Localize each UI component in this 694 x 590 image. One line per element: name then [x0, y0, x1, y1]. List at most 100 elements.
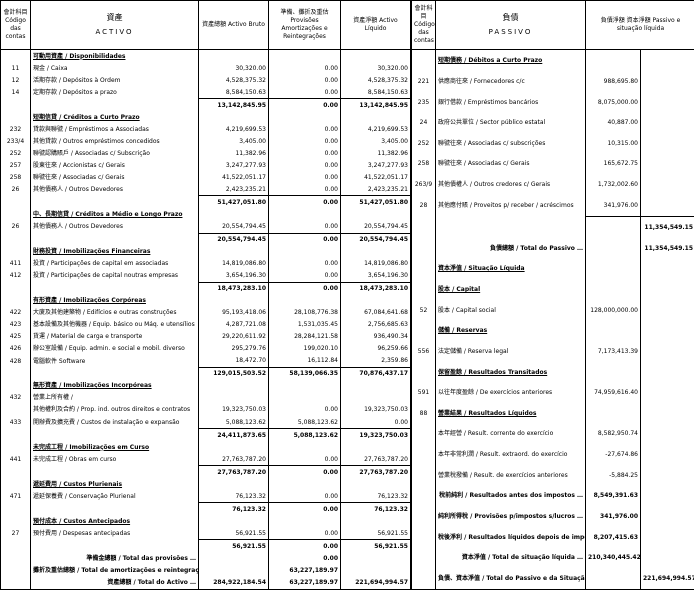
code	[411, 361, 436, 383]
description	[30, 367, 199, 380]
amount	[639, 444, 694, 465]
row: 129,015,503.52 58,139,066.35 70,876,437.17	[0, 366, 411, 380]
amount	[198, 208, 269, 221]
code: 423	[0, 318, 31, 331]
amount: 63,227,189.97	[268, 576, 341, 590]
amount: 128,000,000.00	[585, 299, 641, 321]
amount: 95,193,418.06	[198, 306, 269, 319]
row: 可動用資產 / Disponibilidades	[0, 49, 411, 63]
code	[0, 502, 31, 516]
code	[411, 444, 436, 465]
row: 預付成本 / Custos Antecipados	[0, 515, 411, 528]
amount	[639, 506, 694, 527]
amount	[340, 379, 411, 392]
amount	[340, 441, 411, 454]
code: 471	[0, 490, 31, 503]
amount	[340, 245, 411, 258]
row: 營業稅撥備 / Result. de exercícios anteriores…	[411, 464, 694, 486]
amount: 129,015,503.52	[198, 366, 269, 380]
description: 攤折及重估總額 / Total de amortizações e reinte…	[30, 564, 199, 577]
description: 其他貸款 / Outros empréstimos concedidos	[30, 135, 199, 148]
row: 遞延費用 / Custos Plurienais	[0, 478, 411, 491]
amount: 221,694,994.57	[639, 567, 694, 590]
code: 52	[411, 299, 436, 321]
amount: 20,554,794.45	[198, 220, 269, 234]
row: 其他權利及合約 / Prop. ind. outros direitos e c…	[0, 403, 411, 416]
amount: 0.00	[268, 62, 341, 75]
amount	[585, 49, 641, 72]
code	[411, 258, 436, 280]
row: 18,473,283.10 0.00 18,473,283.10	[0, 281, 411, 295]
description: 稅前純利 / Resultados antes dos impostos …	[435, 485, 586, 507]
amount: 295,279.76	[198, 342, 269, 355]
row: 432 營業上所有權 /	[0, 391, 411, 404]
amount: 0.00	[268, 123, 341, 136]
code: 252	[0, 147, 31, 160]
amount	[198, 552, 269, 565]
description: 營業結果 / Resultados Líquidos	[435, 402, 586, 424]
row: 26 其他債務人 / Outros Devedores 20,554,794.45 0…	[0, 220, 411, 234]
row: 56,921.55 0.00 56,921.55	[0, 539, 411, 553]
amount: 988,695.80	[585, 71, 641, 92]
code: 26	[0, 183, 31, 196]
code: 233/4	[0, 135, 31, 148]
description: 活期存款 / Depósitos à Ordem	[30, 74, 199, 87]
description	[30, 282, 199, 295]
amount: 24,411,873.65	[198, 428, 269, 442]
amount: 51,427,051.80	[340, 195, 411, 209]
amount: 18,473,283.10	[198, 281, 269, 295]
description	[435, 216, 586, 238]
row: 資產總額 / Total do Activo … 284,922,184.54 63…	[0, 576, 411, 590]
amount	[585, 567, 641, 590]
row: 76,123.32 0.00 76,123.32	[0, 502, 411, 516]
amount: 199,020.10	[268, 342, 341, 355]
code	[0, 552, 31, 565]
row: 233/4 其他貸款 / Outros empréstimos concedido…	[0, 135, 411, 148]
amount: 0.00	[268, 490, 341, 503]
code: 591	[411, 382, 436, 403]
assets-table: 會計科目 Código das contas 資產 ACTIVO 資產總額 Act…	[0, 0, 411, 590]
header-liq: 資產淨額 Activo Líquido	[340, 0, 411, 50]
description: 純利所得稅 / Provisões p/impostos s/lucros …	[435, 506, 586, 527]
amount	[198, 391, 269, 404]
code: 441	[0, 453, 31, 466]
amount: 27,763,787.20	[340, 465, 411, 479]
row: 14 定期存款 / Depósitos a prazo 8,584,150.63 0.…	[0, 86, 411, 99]
amount: 28,284,121.58	[268, 330, 341, 343]
amount	[639, 91, 694, 113]
amount: 76,123.32	[198, 490, 269, 503]
description	[30, 195, 199, 209]
amount: 5,088,123.62	[268, 415, 341, 429]
amount	[639, 258, 694, 280]
description: 保留盈餘 / Resultados Transitados	[435, 361, 586, 383]
amount: 2,423,235.21	[198, 183, 269, 196]
amount	[268, 208, 341, 221]
row: 攤折及重估總額 / Total de amortizações e reinte…	[0, 564, 411, 577]
row: 556 法定儲備 / Reserva legal 7,173,413.39	[411, 341, 694, 362]
code: 428	[0, 354, 31, 368]
description: 短期債務 / Débitos a Curto Prazo	[435, 49, 586, 72]
amount: 936,490.34	[340, 330, 411, 343]
row: 20,554,794.45 0.00 20,554,794.45	[0, 232, 411, 246]
description: 聯號往來 / Associadas c/ Gerais	[30, 171, 199, 184]
amount: 18,472.70	[198, 354, 269, 368]
row: 257 股東往來 / Accionistas c/ Gerais 3,247,277…	[0, 159, 411, 172]
description: 基本設備及其他機器 / Equip. básico ou Máq. e uten…	[30, 318, 199, 331]
amount	[585, 258, 641, 280]
description: 聯號往來 / Associadas c/ subscrições	[435, 132, 586, 154]
amount: 41,522,051.17	[198, 171, 269, 184]
description	[30, 465, 199, 479]
amount: 0.00	[268, 257, 341, 270]
amount: 0.00	[268, 552, 341, 565]
amount: 0.00	[268, 86, 341, 99]
description: 貸款與聯號 / Empréstimos a Associadas	[30, 123, 199, 136]
code	[0, 195, 31, 209]
amount	[639, 320, 694, 342]
amount: 96,259.66	[340, 342, 411, 355]
amount	[639, 526, 694, 548]
row: 13,142,845.95 0.00 13,142,845.95	[0, 98, 411, 112]
amount	[639, 547, 694, 568]
amount	[340, 208, 411, 221]
description: 財務投資 / Imobilizações Financeiras	[30, 245, 199, 258]
title-zh: 負債	[502, 13, 519, 22]
